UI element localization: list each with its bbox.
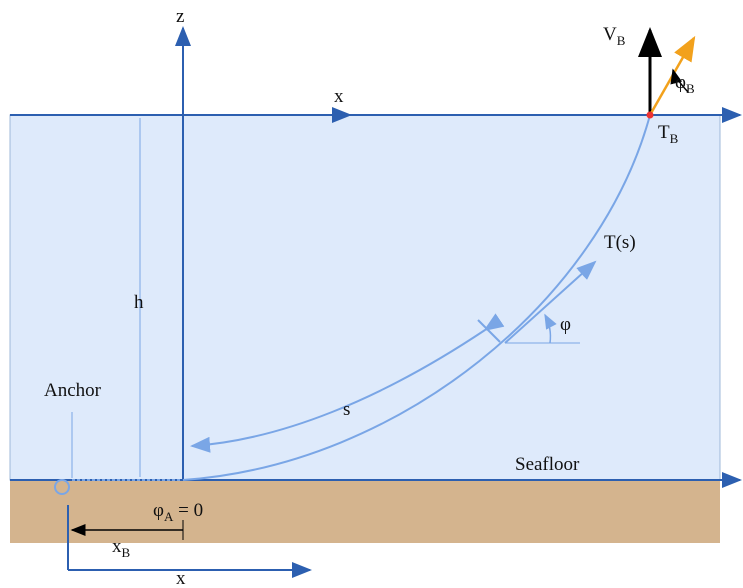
diagram: z x VB φB TB T(s) φ h s Anchor Seafloor … <box>0 0 743 588</box>
label: T(s) <box>604 232 636 253</box>
label: z <box>176 6 184 27</box>
label: x <box>176 568 186 588</box>
label: x <box>112 536 122 557</box>
label: x <box>334 86 344 107</box>
label: T <box>658 122 670 143</box>
label-sub: B <box>617 33 626 48</box>
label: φ <box>675 72 686 93</box>
label: Seafloor <box>515 454 580 475</box>
label: Anchor <box>44 380 102 401</box>
end-point <box>647 112 654 119</box>
label: φ <box>560 314 571 335</box>
label-sub: B <box>686 81 695 96</box>
water <box>10 115 720 480</box>
label: φB <box>675 72 695 96</box>
label: V <box>603 24 617 45</box>
seabed <box>10 480 720 543</box>
label: = 0 <box>173 500 203 521</box>
end-tension <box>650 38 694 115</box>
label-sub: B <box>122 545 131 560</box>
label: h <box>134 292 144 313</box>
label: s <box>343 399 350 420</box>
label: φA = 0 <box>153 500 203 524</box>
label: VB <box>603 24 626 48</box>
label-sub: B <box>670 131 679 146</box>
label: φ <box>153 500 164 521</box>
